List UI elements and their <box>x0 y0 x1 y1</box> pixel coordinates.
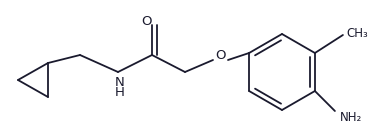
Text: O: O <box>142 14 152 28</box>
Text: N: N <box>115 75 125 89</box>
Text: O: O <box>215 49 225 61</box>
Text: CH₃: CH₃ <box>346 27 368 39</box>
Text: H: H <box>115 85 125 99</box>
Text: NH₂: NH₂ <box>340 111 362 123</box>
